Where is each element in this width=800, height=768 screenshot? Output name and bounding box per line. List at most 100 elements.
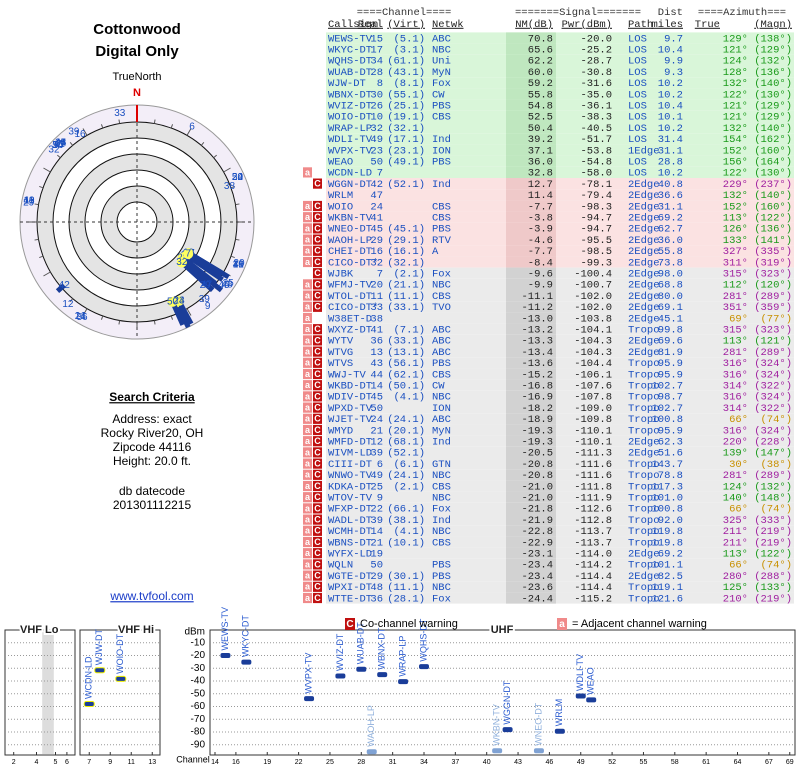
x-tick-label: 2 <box>12 759 16 766</box>
nm-cell-background <box>506 290 556 302</box>
cell-path: LOS <box>628 156 647 168</box>
cell-az: 112° <box>723 280 748 292</box>
cell-real: 7 <box>377 268 383 280</box>
cell-call: WKBN-TV <box>328 212 373 224</box>
cell-dist: 100.8 <box>651 504 683 516</box>
warning-icon <box>313 234 322 245</box>
cell-real: 50 <box>370 560 383 572</box>
cell-az: 152° <box>723 201 748 213</box>
warning-icon <box>303 402 312 413</box>
row-background <box>326 357 794 369</box>
nm-cell-background <box>506 234 556 246</box>
cell-magn: (288°) <box>754 571 792 583</box>
warning-letter: C <box>314 548 321 558</box>
group-header: ====Azimuth=== <box>698 7 786 19</box>
cell-call: WCMH-DT <box>328 526 372 538</box>
cell-real: 29 <box>370 571 383 583</box>
warning-letter: C <box>314 582 321 592</box>
cell-net: PBS <box>432 100 451 112</box>
row-background <box>326 312 794 324</box>
station-label: 12 <box>62 299 74 310</box>
warning-icon <box>303 346 312 357</box>
nm-cell-background <box>506 514 556 526</box>
warning-letter: C <box>314 526 321 536</box>
nm-cell-background <box>506 435 556 447</box>
cell-magn: (333°) <box>754 515 792 527</box>
cell-path: Tropo <box>628 425 660 437</box>
cell-dist: 119.8 <box>651 526 683 538</box>
search-line: Rocky River20, OH <box>101 426 204 440</box>
warning-icon <box>313 536 322 548</box>
warning-icon <box>313 324 322 335</box>
warning-letter: a <box>305 570 311 580</box>
cell-az: 229° <box>723 179 748 191</box>
cell-net: GTN <box>432 459 451 471</box>
cell-real: 22 <box>370 504 383 516</box>
row-background <box>326 446 794 458</box>
cell-real: 13 <box>370 347 383 359</box>
cell-dist: 36.0 <box>658 235 683 247</box>
cell-virt: (13.1) <box>387 347 425 359</box>
signal-mark <box>575 693 586 699</box>
cell-call: WOIO <box>328 201 353 213</box>
warning-icon <box>303 380 312 391</box>
cell-call: WKYC-DT <box>328 44 372 56</box>
x-tick-label: 64 <box>734 759 742 766</box>
cell-dist: 78.8 <box>658 470 683 482</box>
warning-icon <box>313 525 322 536</box>
signal-mark <box>533 748 544 754</box>
x-tick-label: 69 <box>786 759 794 766</box>
cell-net: NBC <box>432 526 451 538</box>
warning-icon <box>303 503 312 514</box>
warning-icon <box>303 167 312 178</box>
cell-real: 20 <box>370 280 383 292</box>
cell-az: 351° <box>723 302 748 314</box>
warning-icon <box>303 335 312 346</box>
cell-call: WPXI-DT <box>328 582 372 594</box>
cell-virt: (52.1) <box>387 179 425 191</box>
cell-dist: 92.0 <box>658 515 683 527</box>
warning-letter: C <box>314 391 321 401</box>
report-title: Cottonwood <box>93 21 180 38</box>
site-link[interactable]: www.tvfool.com <box>109 589 193 603</box>
cell-virt: (43.1) <box>387 67 425 79</box>
cell-path: 2Edge <box>628 291 660 303</box>
cell-real: 50 <box>370 156 383 168</box>
warning-icon <box>303 514 312 525</box>
cell-pwr: -112.6 <box>574 504 612 516</box>
cell-call: WDLI-TV <box>328 134 373 146</box>
station-label: 7 <box>56 139 62 150</box>
cell-path: Tropo <box>628 515 660 527</box>
nm-cell-background <box>506 525 556 537</box>
row-background <box>326 502 794 514</box>
band-gap <box>42 631 54 754</box>
cell-nm: -13.3 <box>521 336 553 348</box>
warning-icon <box>313 581 322 592</box>
cell-nm: -4.6 <box>528 235 553 247</box>
cell-az: 132° <box>723 190 748 202</box>
cell-az: 30° <box>729 459 748 471</box>
bearing-tick <box>57 154 61 159</box>
station-label: 20 <box>233 258 245 269</box>
cell-pwr: -109.0 <box>574 403 612 415</box>
cell-call: WJW-DT <box>328 78 366 90</box>
warning-icon <box>303 312 312 324</box>
cell-nm: 37.1 <box>528 145 553 157</box>
cell-real: 36 <box>370 593 383 605</box>
warning-letter: C <box>314 290 321 300</box>
search-line: Zipcode 44116 <box>113 440 192 454</box>
cell-pwr: -58.0 <box>580 168 612 180</box>
warning-icon <box>313 514 322 525</box>
cell-pwr: -95.5 <box>580 235 612 247</box>
cell-magn: (323°) <box>754 268 792 280</box>
station-label: 50 <box>232 172 244 183</box>
row-background <box>326 256 794 268</box>
group-header: Dist <box>658 7 683 19</box>
station-label: 45 <box>55 138 67 149</box>
group-header: =======Signal======= <box>515 7 641 19</box>
cell-pwr: -109.8 <box>574 414 612 426</box>
cell-magn: (324°) <box>754 425 792 437</box>
warning-icon <box>303 212 312 223</box>
bearing-tick <box>39 185 44 189</box>
